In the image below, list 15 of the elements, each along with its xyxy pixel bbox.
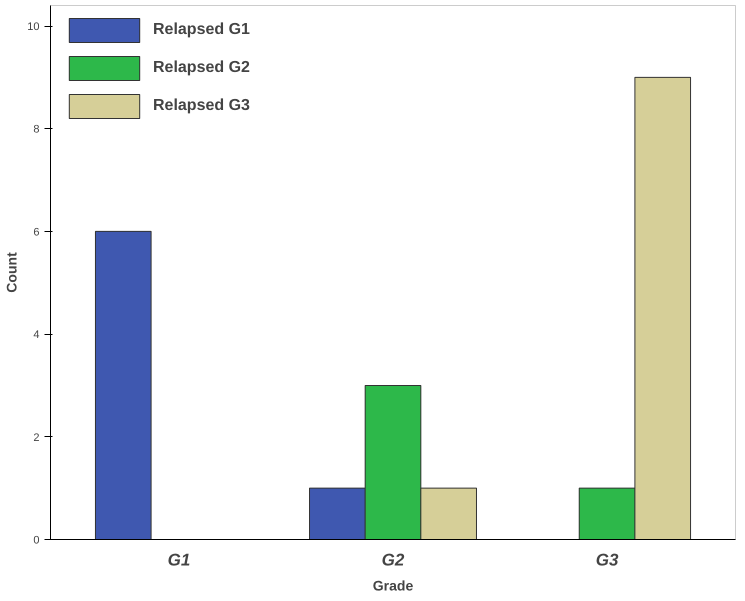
- x-axis-title: Grade: [372, 578, 414, 594]
- y-tick-label: 8: [33, 124, 40, 136]
- y-tick-label: 4: [33, 329, 40, 342]
- x-tick-label: G2: [382, 550, 405, 570]
- y-tick-label: 0: [33, 534, 40, 546]
- legend-label: Relapsed G3: [153, 97, 250, 115]
- legend-label: Relapsed G2: [153, 59, 250, 77]
- legend-label: Relapsed G1: [153, 21, 250, 39]
- y-tick-label: 6: [33, 226, 40, 238]
- bar: [94, 230, 152, 540]
- y-tick-label: 2: [33, 432, 40, 444]
- x-tick-label: G3: [596, 550, 619, 570]
- y-axis-title: Count: [3, 252, 20, 293]
- x-tick-label: G1: [168, 550, 190, 570]
- y-tick-label: 10: [27, 21, 40, 34]
